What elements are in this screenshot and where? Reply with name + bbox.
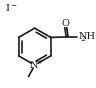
Text: O: O xyxy=(62,19,70,28)
Text: I: I xyxy=(5,4,10,13)
Text: NH: NH xyxy=(78,32,96,41)
Text: +: + xyxy=(36,59,42,65)
Text: −: − xyxy=(10,3,16,9)
Text: N: N xyxy=(30,61,38,70)
Text: 2: 2 xyxy=(81,35,85,43)
